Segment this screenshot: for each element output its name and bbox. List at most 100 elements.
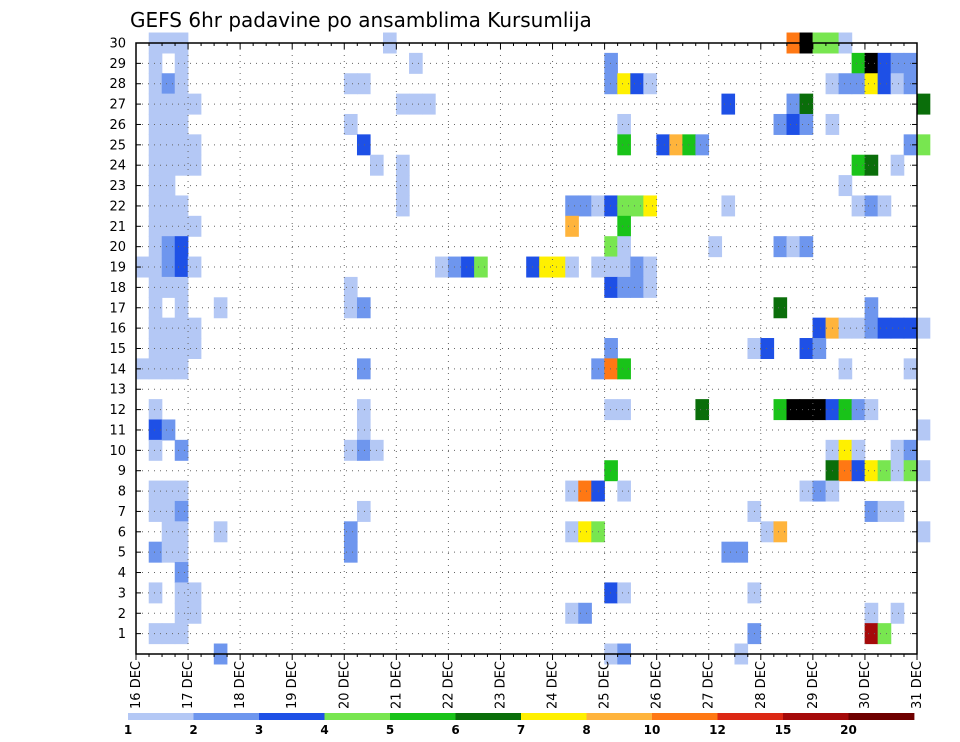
heatmap-cell [838,73,853,95]
heatmap-cell [838,439,853,461]
heatmap-cell [174,73,189,95]
heatmap-cell [851,195,866,217]
heatmap-cell [864,399,879,421]
heatmap-cell [161,317,176,339]
heatmap-cell [773,113,788,135]
heatmap-cell [148,500,163,522]
heatmap-cell [864,317,879,339]
heatmap-cell [864,195,879,217]
heatmap-cell [604,358,618,380]
heatmap-cell [838,175,853,197]
heatmap-cell [435,256,449,278]
heatmap-cell [174,338,189,359]
heatmap-cell [877,317,892,339]
heatmap-cell [708,236,723,258]
heatmap-cell [851,52,866,74]
heatmap-cell [643,195,657,217]
heatmap-cell [851,154,866,176]
heatmap-cell [682,134,697,156]
heatmap-cell [148,175,163,197]
heatmap-cell [161,480,176,502]
heatmap-cell [174,439,189,461]
y-tick-label: 15 [109,342,126,357]
heatmap-cell [356,439,371,461]
heatmap-cell [174,623,189,645]
heatmap-cell [773,236,788,258]
heatmap-cell [356,134,371,156]
y-tick-label: 10 [109,444,126,459]
heatmap-cell [617,358,631,380]
heatmap-cell [396,175,410,197]
heatmap-cell [890,73,905,95]
heatmap-cell [604,276,618,298]
heatmap-cell [161,623,176,645]
legend-label: 7 [517,723,525,737]
heatmap-cell [148,195,163,217]
heatmap-cell [187,134,202,156]
heatmap-cell [890,154,905,176]
heatmap-cell [617,276,631,298]
heatmap-cell [604,338,618,359]
legend-label: 5 [386,723,394,737]
heatmap-cell [409,52,423,74]
heatmap-cell [890,52,905,74]
legend-swatch [259,713,325,720]
legend-label: 4 [320,723,328,737]
heatmap-cell [174,500,189,522]
heatmap-cell [474,256,488,278]
heatmap-cell [409,93,423,115]
legend: 1 2 3 4 5 6 7 8 10 12 15 20 [124,713,915,737]
heatmap-cell [422,93,436,115]
heatmap-cell [604,256,618,278]
heatmap-cell [916,521,931,543]
heatmap-cell [617,215,631,237]
x-tick-label: 28 DEC [754,661,769,709]
heatmap-cell [617,236,631,258]
heatmap-cell [174,582,189,604]
heatmap-cell [161,419,176,441]
legend-swatch [848,713,915,720]
grid-lines [136,42,917,654]
heatmap-cell [356,419,371,441]
heatmap-cell [799,236,814,258]
y-tick-label: 16 [109,322,126,337]
y-tick-label: 3 [118,586,126,601]
heatmap-cell [148,338,163,359]
heatmap-cell [343,541,358,563]
heatmap-cell [161,338,176,359]
heatmap-cell [643,73,657,95]
heatmap-cell [161,134,176,156]
heatmap-cell [174,134,189,156]
legend-swatch [193,713,260,720]
heatmap-cell [148,419,163,441]
legend-label: 1 [124,723,132,737]
heatmap-cell [161,500,176,522]
heatmap-cell [161,73,176,95]
heatmap-cell [604,52,618,74]
legend-label: 20 [840,723,857,737]
heatmap-cell [148,256,163,278]
heatmap-cell [187,154,202,176]
y-tick-label: 29 [109,57,126,72]
heatmap-cell [356,358,371,380]
heatmap-cell [148,541,163,563]
x-tick-label: 17 DEC [181,661,196,709]
heatmap-cell [864,52,879,74]
heatmap-cell [786,236,801,258]
heatmap-cell [552,256,566,278]
heatmap-cell [148,113,163,135]
heatmap-cell [799,480,814,502]
heatmap-cell [565,480,579,502]
x-tick-label: 26 DEC [650,661,665,709]
heatmap-cell [578,480,592,502]
heatmap-cell [812,317,827,339]
heatmap-cell [187,338,202,359]
heatmap-cell [916,93,931,115]
heatmap-cell [161,175,176,197]
legend-label: 2 [189,723,197,737]
heatmap-cell [721,93,736,115]
y-tick-label: 26 [109,118,126,133]
x-tick-label: 29 DEC [806,661,821,709]
heatmap-cell [565,256,579,278]
